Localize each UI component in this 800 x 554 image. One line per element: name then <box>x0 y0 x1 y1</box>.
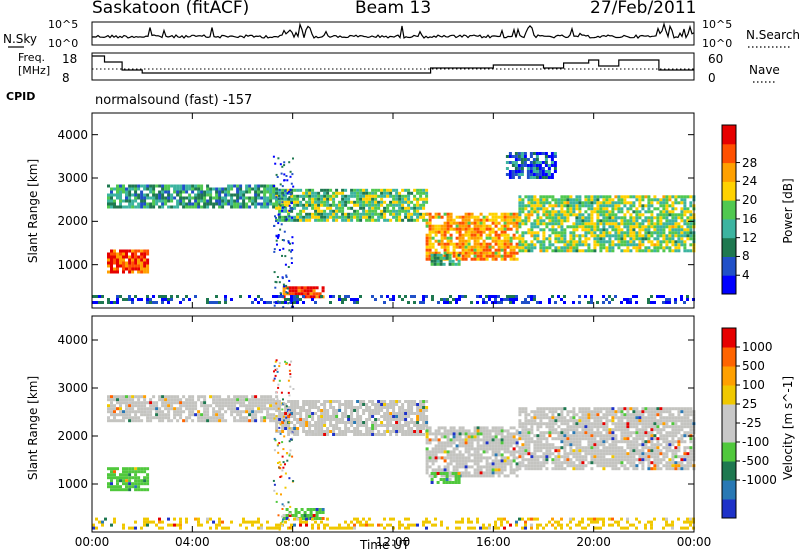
x-tick-label: 12:00 <box>375 535 411 549</box>
cpid-value: normalsound (fast) -157 <box>95 93 253 108</box>
power-colorbar-tick-label: 8 <box>742 249 750 264</box>
noise-sky-line <box>91 21 695 40</box>
nave-label: Nave <box>749 63 780 77</box>
x-tick-label: 00:00 <box>74 535 110 549</box>
power-ylabel: Slant Range [km] <box>26 158 40 264</box>
data-layer <box>92 152 696 531</box>
noise-right-tick-bottom: 10^0 <box>702 37 733 50</box>
noise-left-tick-bottom: 10^0 <box>48 37 79 50</box>
velocity-ylabel: Slant Range [km] <box>26 375 40 481</box>
power-colorbar-segment <box>722 125 736 145</box>
power-ytick-label: 3000 <box>57 171 88 185</box>
x-tick-label: 16:00 <box>476 535 511 549</box>
x-tick-label: 08:00 <box>275 535 310 549</box>
velocity-ytick-label: 3000 <box>57 381 88 395</box>
velocity-colorbar-tick-label: -1000 <box>742 473 777 487</box>
velocity-colorbar-tick-label: 500 <box>742 359 765 373</box>
nave-tick-top: 60 <box>708 52 724 66</box>
velocity-colorbar-segment <box>722 385 736 405</box>
velocity-ytick-label: 2000 <box>57 429 88 443</box>
frequency-panel-frame <box>91 52 695 81</box>
power-colorbar-segment <box>722 256 736 276</box>
velocity-colorbar-tick-label: -100 <box>742 435 770 449</box>
power-colorbar-tick-label: 28 <box>742 155 758 170</box>
power-colorbar-segment <box>722 162 736 182</box>
velocity-echoes <box>92 359 696 531</box>
frames-layer <box>8 21 790 533</box>
beam-label: Beam 13 <box>355 0 432 18</box>
nave-tick-bottom: 0 <box>708 71 716 85</box>
velocity-colorbar-label: Velocity [m s^-1] <box>781 375 795 481</box>
x-tick-label: 20:00 <box>576 535 611 549</box>
power-colorbar-segment <box>722 218 736 239</box>
power-colorbar-tick-label: 24 <box>742 174 758 189</box>
power-ytick-label: 4000 <box>57 127 88 142</box>
power-colorbar-segment <box>722 181 736 201</box>
velocity-colorbar-tick-label: -25 <box>742 416 762 430</box>
velocity-colorbar-tick-label: -500 <box>742 454 770 468</box>
x-tick-label: 00:00 <box>676 535 712 549</box>
power-colorbar-tick-label: 12 <box>742 230 758 245</box>
freq-label-line2: [MHz] <box>18 64 51 77</box>
power-ytick-label: 1000 <box>57 257 88 272</box>
power-ytick-label: 2000 <box>57 214 88 229</box>
freq-tick-bottom: 8 <box>62 71 70 85</box>
power-colorbar-segment <box>722 237 736 257</box>
power-colorbar-tick-label: 20 <box>742 193 758 208</box>
x-axis-label: Time UT <box>360 538 410 552</box>
power-echoes <box>92 152 696 309</box>
noise-left-tick-top: 10^5 <box>48 18 79 31</box>
power-colorbar-label: Power [dB] <box>781 178 795 244</box>
power-colorbar-segment <box>722 275 736 295</box>
velocity-ytick-label: 4000 <box>57 333 88 347</box>
power-colorbar-segment <box>722 143 736 164</box>
freq-tick-top: 18 <box>62 52 78 66</box>
velocity-colorbar-tick-label: 100 <box>742 378 765 392</box>
velocity-colorbar-segment <box>722 328 736 348</box>
velocity-colorbar-segment <box>722 347 736 367</box>
frequency-line <box>92 55 694 74</box>
noise-panel-frame <box>91 21 695 46</box>
power-colorbar-tick-label: 16 <box>742 211 758 226</box>
velocity-colorbar-segment <box>722 366 736 386</box>
velocity-colorbar-segment <box>722 499 736 519</box>
power-colorbar-segment <box>722 200 736 220</box>
velocity-colorbar-segment <box>722 423 736 443</box>
power-colorbar-tick-label: 4 <box>742 268 750 283</box>
velocity-ytick-label: 1000 <box>57 477 88 491</box>
noise-search-label: N.Search <box>746 28 800 42</box>
noise-sky-label: N.Sky <box>3 32 38 46</box>
noise-right-tick-top: 10^5 <box>702 18 733 31</box>
freq-label-line1: Freq. <box>18 51 46 64</box>
x-tick-label: 04:00 <box>175 535 210 549</box>
velocity-colorbar-segment <box>722 442 736 462</box>
power-colorbar-frame <box>721 124 737 295</box>
velocity-colorbar-segment <box>722 480 736 500</box>
velocity-colorbar-tick-label: 25 <box>742 397 758 411</box>
cpid-label: CPID <box>6 90 36 103</box>
velocity-colorbar-tick-label: 1000 <box>742 340 773 354</box>
velocity-colorbar-segment <box>722 461 736 481</box>
date-label: 27/Feb/2011 <box>590 0 697 18</box>
station-title: Saskatoon (fitACF) <box>92 0 250 18</box>
velocity-colorbar-segment <box>722 404 736 424</box>
